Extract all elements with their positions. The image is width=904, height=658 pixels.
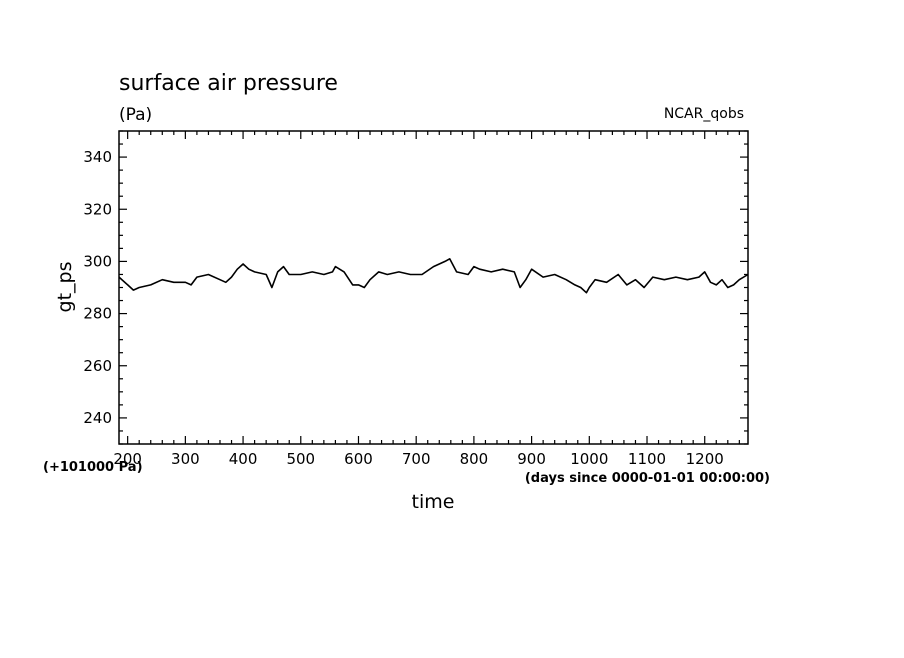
ticks-layer <box>119 130 748 445</box>
x-tick-label: 700 <box>402 450 431 468</box>
x-axis-title: time <box>412 491 455 513</box>
x-unit-note: (days since 0000-01-01 00:00:00) <box>525 471 770 486</box>
plot-frame <box>118 130 749 445</box>
x-tick-label: 800 <box>460 450 489 468</box>
y-tick-label: 320 <box>83 200 112 218</box>
x-tick-label: 500 <box>286 450 315 468</box>
source-label: NCAR_qobs <box>664 106 744 122</box>
x-tick-label: 600 <box>344 450 373 468</box>
x-tick-label: 1200 <box>686 450 724 468</box>
y-tick-label: 340 <box>83 148 112 166</box>
y-tick-label: 280 <box>83 305 112 323</box>
chart-title: surface air pressure <box>119 71 338 96</box>
x-tick-label: 200 <box>113 450 142 468</box>
y-tick-label: 240 <box>83 409 112 427</box>
x-tick-label: 400 <box>229 450 258 468</box>
y-tick-label: 260 <box>83 357 112 375</box>
chart-units: (Pa) <box>119 105 152 125</box>
x-tick-label: 1000 <box>570 450 608 468</box>
y-offset-note: (+101000 Pa) <box>43 460 143 475</box>
x-tick-label: 1100 <box>628 450 666 468</box>
x-tick-label: 900 <box>517 450 546 468</box>
tick-labels-layer: 200 300 400 500 600 700 800 900 1000 1100 1200 240 2… <box>83 148 723 468</box>
series-line-gt_ps <box>118 258 749 294</box>
y-tick-label: 300 <box>83 252 112 270</box>
x-tick-label: 300 <box>171 450 200 468</box>
y-axis-title: gt_ps <box>54 262 76 313</box>
